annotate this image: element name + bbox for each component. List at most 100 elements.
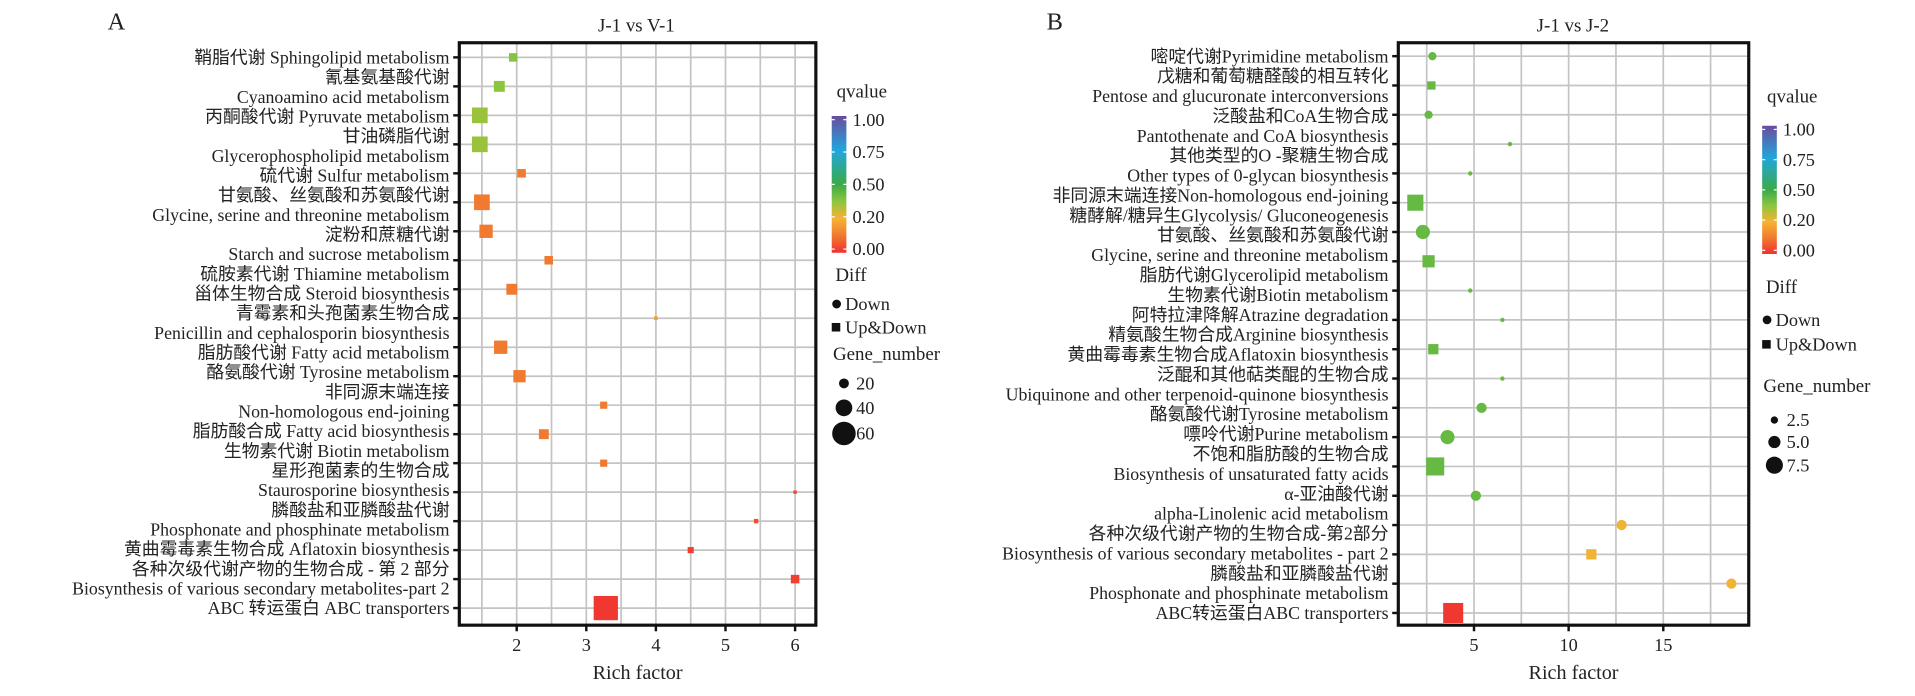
data-point-square	[593, 595, 618, 621]
y-axis-label: 甾体生物合成 Steroid biosynthesis	[194, 284, 449, 304]
data-point-square	[474, 194, 490, 211]
size-key-circle	[1770, 416, 1779, 424]
y-axis-label: 膦酸盐和亚膦酸盐代谢	[271, 500, 449, 520]
diff-legend-label: Up&Down	[1776, 334, 1857, 354]
y-axis-label: 膦酸盐和亚膦酸盐代谢	[1210, 563, 1388, 583]
y-axis-label: 氰基氨基酸代谢	[325, 67, 450, 87]
y-axis-label: 各种次级代谢产物的生物合成 - 第 2 部分	[132, 559, 450, 579]
y-axis-label: Biosynthesis of unsaturated fatty acids	[1113, 464, 1388, 484]
data-point-square	[494, 340, 508, 354]
chart-title: J-1 vs J-2	[1537, 16, 1609, 37]
legend: qvalue 1.00 0.75 0.50 0.20 0.00 Diff Down Up&Dow…	[1762, 87, 1871, 475]
y-axis-label: ABC 转运蛋白 ABC transporters	[208, 598, 450, 618]
size-legend-label: 20	[856, 374, 874, 394]
qvalue-colorbar	[1762, 125, 1777, 254]
data-point-square	[1443, 602, 1464, 623]
data-point-square	[493, 80, 505, 92]
data-point-square	[538, 429, 549, 440]
data-point-square	[1426, 457, 1445, 476]
y-axis-label: 其他类型的O -聚糖生物合成	[1169, 146, 1388, 166]
y-axis-label: 酪氨酸代谢 Tyrosine metabolism	[206, 362, 449, 382]
data-point-square	[793, 490, 797, 494]
y-axis-label: 生物素代谢Biotin metabolism	[1167, 285, 1388, 305]
panel-a: A J-1 vs V-1 鞘脂代谢 Sphingolipid metabolism氰…	[72, 8, 941, 684]
y-axis-label: 甘氨酸、丝氨酸和苏氨酸代谢	[218, 185, 450, 205]
size-key-circle	[832, 421, 856, 446]
data-point-square	[471, 107, 488, 124]
data-point-circle	[1428, 52, 1437, 61]
y-axis-label: Pantothenate and CoA biosynthesis	[1137, 126, 1389, 146]
gridlines	[459, 42, 816, 626]
y-axis-label: 脂肪酸代谢 Fatty acid metabolism	[198, 343, 450, 363]
data-point-circle	[1440, 430, 1455, 445]
y-axis-label: Staurosporine biosynthesis	[258, 480, 450, 500]
data-point-square	[508, 53, 518, 62]
circle-key-icon	[1762, 315, 1772, 325]
x-axis-title: Rich factor	[593, 662, 683, 684]
data-point-circle	[1424, 110, 1433, 119]
y-axis-label: Glycine, serine and threonine metabolism	[1091, 245, 1388, 265]
data-point-square	[753, 518, 759, 524]
gene-number-legend-title: Gene_number	[1763, 376, 1871, 397]
y-axis-label: 戊糖和葡萄糖醛酸的相互转化	[1157, 66, 1389, 86]
data-point-square	[600, 459, 608, 467]
data-point-square	[600, 401, 608, 409]
y-axis-label: 非同源末端连接Non-homologous end-joining	[1053, 185, 1389, 205]
size-legend-label: 60	[856, 424, 874, 444]
qvalue-legend-title: qvalue	[1767, 87, 1817, 108]
panel-b: B J-1 vs J-2 嘧啶代谢Pyrimidine metabolism戊糖和葡…	[1002, 8, 1871, 684]
y-axis-label: 糖酵解/糖异生Glycolysis/ Gluconeogenesis	[1069, 205, 1388, 225]
data-points	[471, 53, 800, 621]
size-legend-label: 2.5	[1787, 410, 1810, 430]
data-point-circle	[1616, 519, 1627, 531]
data-point-square	[471, 136, 488, 153]
colorbar-label: 0.50	[852, 174, 884, 194]
data-point-square	[1422, 255, 1435, 268]
y-axis-label: Glycerophospholipid metabolism	[212, 146, 450, 166]
size-key-circle	[838, 378, 849, 389]
data-point-circle	[1468, 171, 1473, 176]
data-point-square	[687, 547, 694, 554]
data-point-circle	[1476, 402, 1487, 413]
data-point-circle	[1500, 317, 1505, 323]
diff-legend-title: Diff	[1766, 277, 1798, 298]
y-axis-label: 星形孢菌素的生物合成	[271, 461, 449, 481]
x-tick-label: 4	[651, 635, 660, 655]
y-axis-label: 甘氨酸、丝氨酸和苏氨酸代谢	[1157, 225, 1389, 245]
qvalue-colorbar	[831, 116, 847, 253]
square-key-icon	[831, 322, 841, 332]
x-tick-label: 2	[512, 635, 521, 655]
y-axis-label: 酪氨酸代谢Tyrosine metabolism	[1150, 404, 1389, 424]
y-axis-label: 脂肪代谢Glycerolipid metabolism	[1140, 265, 1389, 285]
y-axis-label: 阿特拉津降解Atrazine degradation	[1132, 305, 1389, 325]
data-point-square	[790, 574, 800, 584]
data-point-square	[506, 283, 518, 295]
x-tick-label: 5	[721, 635, 730, 655]
x-tick-label: 5	[1469, 635, 1478, 655]
y-axis-label: 脂肪酸合成 Fatty acid biosynthesis	[193, 421, 450, 441]
colorbar-label: 1.00	[1783, 120, 1815, 140]
x-tick-label: 3	[582, 635, 591, 655]
data-point-circle	[1468, 288, 1473, 293]
y-axis-label: 青霉素和头孢菌素生物合成	[236, 303, 450, 323]
y-axis-label: Pentose and glucuronate interconversions	[1092, 86, 1388, 106]
y-axis-label: 硫代谢 Sulfur metabolism	[260, 166, 450, 186]
colorbar-label: 0.00	[1783, 240, 1815, 260]
y-axis-label: Biosynthesis of various secondary metabo…	[72, 579, 449, 599]
gene-number-legend-title: Gene_number	[833, 344, 941, 365]
data-point-circle	[1507, 141, 1513, 147]
plot-area	[1398, 42, 1749, 626]
data-point-square	[654, 316, 658, 321]
diff-legend-label: Up&Down	[845, 317, 926, 337]
y-axis-label: Cyanoamino acid metabolism	[237, 87, 450, 107]
y-axis-label: Other types of 0-glycan biosynthesis	[1127, 166, 1388, 186]
y-axis-label: 嘧啶代谢Pyrimidine metabolism	[1151, 46, 1389, 66]
panel-letter: A	[108, 8, 126, 35]
y-axis-label: alpha-Linolenic acid metabolism	[1154, 504, 1389, 524]
data-point-circle	[1500, 376, 1505, 381]
y-axis-label: 各种次级代谢产物的生物合成-第2部分	[1089, 524, 1389, 544]
size-legend-label: 40	[856, 398, 874, 418]
y-axis-label: ABC转运蛋白ABC transporters	[1155, 603, 1388, 623]
x-tick-label: 6	[791, 635, 800, 655]
